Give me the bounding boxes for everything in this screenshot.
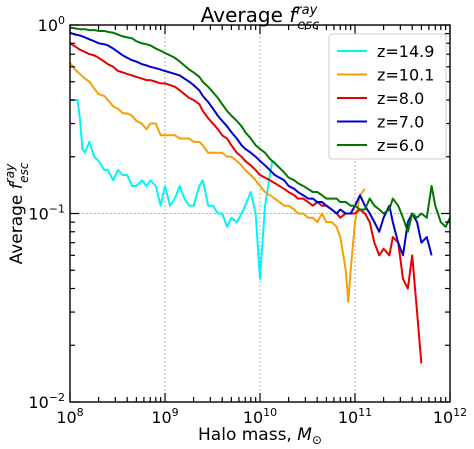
x-tick-label: 1011 bbox=[338, 406, 372, 427]
x-tick-label: 1012 bbox=[433, 406, 467, 427]
series-line-1 bbox=[69, 62, 366, 303]
axes: 108 109 1010 1011 1012 10−2 10−1 100 bbox=[28, 14, 467, 427]
series-lines bbox=[69, 26, 451, 364]
x-tick-label: 1010 bbox=[243, 406, 277, 427]
y-tick-label: 10−2 bbox=[28, 391, 65, 412]
x-tick-label: 108 bbox=[56, 406, 83, 427]
series-line-4 bbox=[69, 26, 451, 233]
legend-label-1: z=10.1 bbox=[377, 66, 434, 85]
chart-title: Average fray esc bbox=[201, 3, 319, 33]
series-line-2 bbox=[69, 42, 423, 364]
legend: z=14.9 z=10.1 z=8.0 z=7.0 z=6.0 bbox=[328, 33, 447, 160]
series-line-3 bbox=[69, 31, 433, 257]
x-tick-label: 109 bbox=[151, 406, 178, 427]
legend-box bbox=[328, 33, 447, 160]
x-axis-label: Halo mass, M⊙ bbox=[198, 425, 322, 447]
y-tick-label: 100 bbox=[38, 14, 65, 35]
legend-label-4: z=6.0 bbox=[377, 136, 424, 155]
legend-label-2: z=8.0 bbox=[377, 89, 424, 108]
series-line-0 bbox=[70, 99, 274, 280]
legend-label-3: z=7.0 bbox=[377, 113, 424, 132]
y-axis-label: Average frayesc bbox=[3, 162, 31, 264]
legend-label-0: z=14.9 bbox=[377, 42, 434, 61]
chart-labels: Average fray esc Halo mass, M⊙ Average fray… bbox=[3, 3, 322, 447]
y-tick-label: 10−1 bbox=[28, 203, 65, 224]
